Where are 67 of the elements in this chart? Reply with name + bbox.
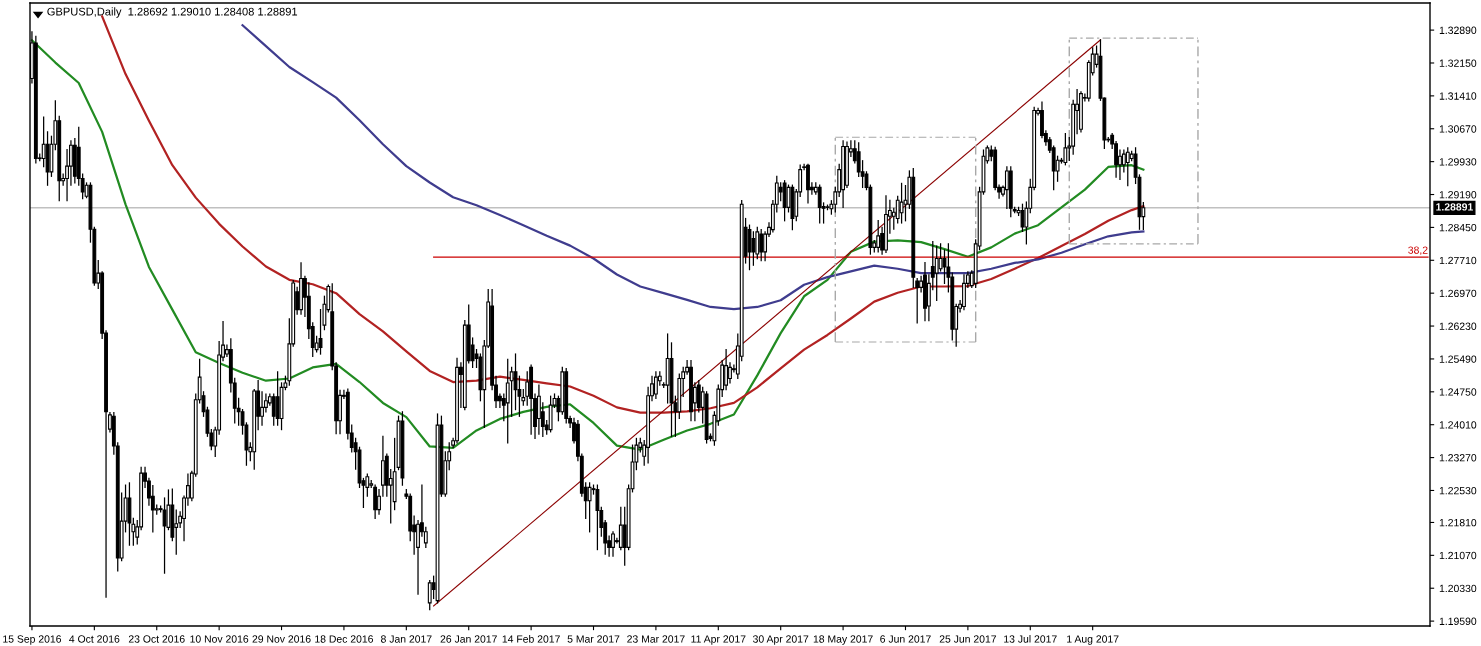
candlestick (1020, 203, 1025, 233)
candlestick (1063, 133, 1068, 166)
candlestick (525, 371, 530, 406)
candlestick (536, 384, 541, 435)
candlestick (595, 484, 600, 551)
candlestick (611, 531, 615, 557)
candlestick (427, 580, 432, 611)
y-tick-label: 1.28450 (1439, 223, 1477, 232)
y-tick-label: 1.19590 (1439, 617, 1477, 625)
y-tick-label: 1.32890 (1439, 26, 1477, 34)
candlestick (747, 224, 752, 271)
x-tick-label: 4 Oct 2016 (69, 635, 120, 643)
x-tick-label: 26 Jan 2017 (440, 635, 497, 643)
candlestick (962, 274, 966, 311)
candlestick (759, 229, 764, 262)
y-tick-label: 1.31410 (1439, 92, 1477, 100)
y-tick-label: 1.22530 (1439, 486, 1477, 495)
y-tick-label: 1.21070 (1439, 551, 1477, 560)
candlestick (653, 371, 658, 400)
y-tick-label: 1.21810 (1439, 518, 1477, 527)
x-tick-label: 6 Jun 2017 (880, 635, 931, 643)
candlestick (876, 220, 881, 253)
candlestick (934, 245, 939, 301)
chart-title: GBPUSD,Daily 1.28692 1.29010 1.28408 1.28891 (47, 7, 298, 18)
candlestick (618, 506, 623, 551)
y-tick-label: 1.29930 (1439, 158, 1477, 166)
y-tick-label: 1.26970 (1439, 289, 1477, 298)
candlestick (373, 484, 378, 520)
candlestick (505, 358, 510, 444)
x-tick-label: 18 Dec 2016 (315, 635, 374, 643)
y-tick-label: 1.24010 (1439, 421, 1477, 429)
x-tick-label: 18 May 2017 (813, 635, 873, 645)
x-tick-label: 11 Apr 2017 (691, 635, 746, 645)
y-tick-label: 1.32150 (1439, 59, 1477, 67)
x-tick-label: 13 Jul 2017 (1004, 635, 1057, 643)
candlestick (751, 231, 756, 266)
candlestick (728, 362, 732, 384)
candlestick (899, 182, 904, 224)
candlestick (509, 366, 514, 417)
y-tick-label: 1.25490 (1439, 355, 1477, 363)
y-tick-label: 1.24750 (1439, 388, 1477, 396)
x-tick-label: 25 Jun 2017 (939, 635, 997, 643)
x-tick-label: 1 Aug 2017 (1067, 635, 1119, 645)
y-tick-label: 1.20330 (1439, 584, 1477, 593)
y-tick-label: 1.27710 (1439, 256, 1477, 265)
x-tick-label: 23 Mar 2017 (627, 635, 685, 643)
candlestick (275, 371, 280, 426)
x-tick-label: 14 Feb 2017 (502, 635, 560, 643)
candlestick (260, 391, 264, 426)
x-tick-label: 8 Jan 2017 (381, 635, 432, 643)
x-tick-label: 15 Sep 2016 (3, 635, 62, 645)
x-tick-label: 10 Nov 2016 (190, 635, 249, 643)
y-tick-label: 1.30670 (1439, 125, 1477, 133)
candlestick (724, 348, 729, 391)
x-tick-label: 23 Oct 2016 (128, 635, 185, 643)
y-tick-label: 1.29190 (1439, 191, 1477, 199)
y-tick-label: 1.23270 (1439, 454, 1477, 462)
x-tick-label: 5 Mar 2017 (567, 635, 620, 643)
x-tick-label: 30 Apr 2017 (753, 635, 809, 645)
ref-line-label: 1.28891 (1436, 203, 1473, 211)
line-series (241, 24, 1145, 311)
y-tick-label: 1.26230 (1439, 322, 1477, 330)
series-label: 38,2 (1408, 246, 1428, 256)
x-tick-label: 29 Nov 2016 (252, 635, 311, 643)
candlestick (587, 482, 592, 533)
candlestick (1125, 147, 1130, 187)
candlestick (942, 249, 947, 285)
